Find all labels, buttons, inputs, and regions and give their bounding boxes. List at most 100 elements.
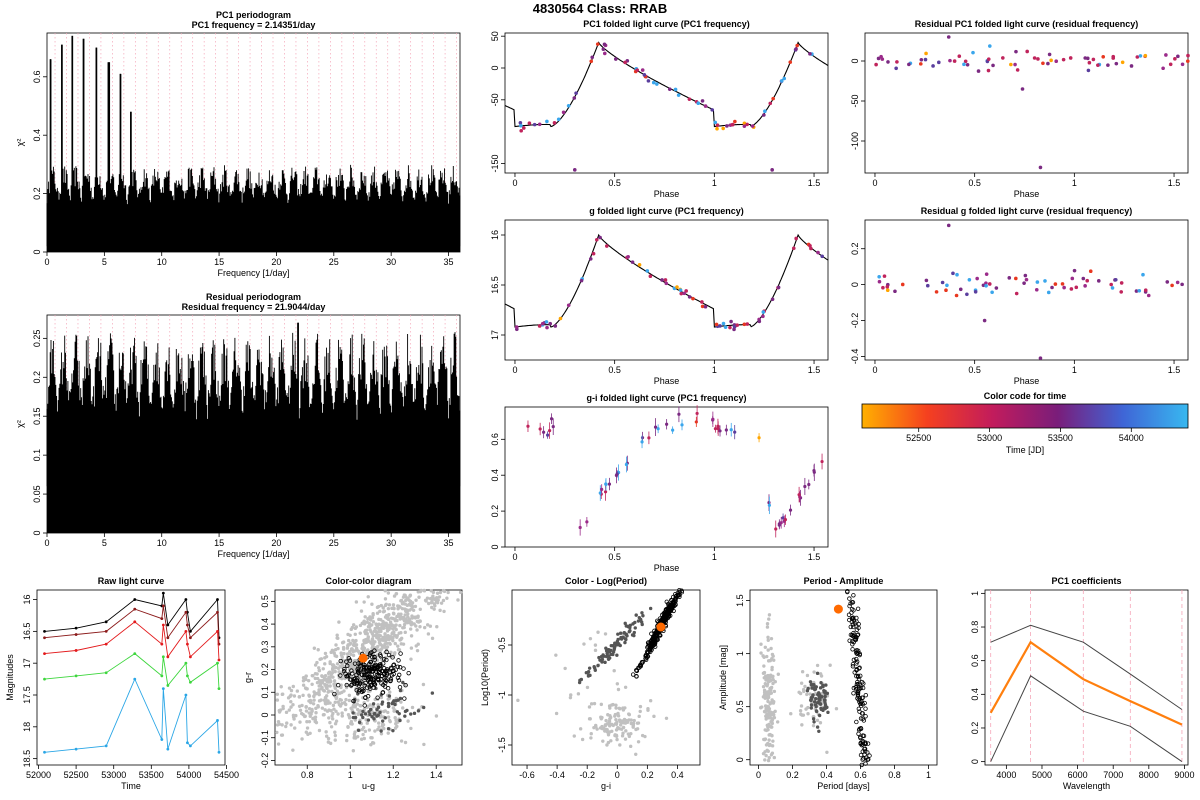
x-tick-label: 1 [712,178,717,188]
x-tick-label: 53000 [101,770,126,780]
data-point [788,60,793,64]
data-point [805,692,809,697]
data-point [373,629,378,634]
data-point [779,521,783,525]
data-point [924,51,928,56]
data-point [605,730,610,734]
data-point [703,304,708,309]
data-point [399,612,403,616]
data-point [323,682,327,687]
data-point [418,607,422,611]
data-point [291,748,295,752]
data-point [733,430,737,434]
data-point [425,623,430,627]
data-point [1175,280,1180,285]
data-point [624,729,628,733]
data-point [703,104,708,108]
series-point-r [184,610,188,614]
data-point [371,613,375,617]
data-point [729,428,733,432]
data-point [767,738,771,742]
data-point [306,678,311,683]
outlier-point [1020,87,1025,91]
data-point [601,47,606,51]
color-color-chart: 0.8 1 1.2 1.4 -0.2 -0.1 0 0.1 0.2 0.3 0.4 0.5 Color-… [243,576,463,791]
data-point [589,732,593,736]
data-point [393,667,398,672]
data-point [371,677,376,682]
data-point [695,411,699,416]
data-point [817,713,822,718]
series-point-u [104,744,108,748]
x-axis-label: Phase [654,189,680,199]
data-point [376,705,381,710]
data-point [363,729,368,734]
data-point [593,643,598,647]
data-point [376,623,380,627]
data-point [361,715,365,720]
x-tick-label: 1 [712,365,717,375]
data-point [285,721,289,725]
data-point [402,619,407,623]
pc1-periodogram-chart: 0 5 10 15 20 25 30 35 0 0.2 0.4 0.6 PC1 periodogramP… [15,10,461,278]
data-point [600,657,605,662]
data-point [732,327,736,332]
series-point-i [184,629,188,633]
data-point [582,642,586,646]
data-point [1025,49,1029,54]
data-point [323,673,328,678]
data-point [390,655,395,660]
data-point [634,752,638,756]
data-point [1146,293,1151,298]
data-point [313,676,317,681]
data-point [366,617,371,621]
data-point [713,120,718,125]
data-point [428,624,433,628]
data-point [362,600,366,604]
x-tick-label: 0.5 [608,552,621,562]
data-point [850,661,856,667]
data-point [385,626,389,630]
data-point [391,728,395,733]
data-point [886,60,890,64]
y-tick-label: 16.5 [22,623,32,641]
data-point [379,729,383,733]
x-tick-label: 54000 [176,770,201,780]
data-point [554,653,558,657]
data-point [618,631,623,635]
outlier-point [1038,165,1043,170]
data-point [765,748,769,752]
data-point [286,696,291,700]
plot-frame [864,32,1189,174]
data-point [336,712,340,716]
data-point [794,47,798,51]
data-point [789,712,793,716]
data-point [291,703,295,707]
data-point [333,738,337,742]
data-point [621,731,625,735]
data-point [965,292,969,297]
data-point [815,718,820,723]
data-point [287,686,292,690]
data-point [331,703,336,708]
data-point [607,482,612,486]
data-point [861,733,867,739]
data-point [578,525,582,530]
data-point [342,701,347,705]
data-point [800,670,805,674]
data-point [386,710,390,715]
data-point [592,665,596,669]
data-point [647,643,652,648]
data-point [851,624,856,630]
y-axis-label: g-r [243,672,253,683]
data-point [352,678,357,684]
data-point [791,246,796,251]
data-point [378,667,383,672]
data-point [750,124,755,128]
data-point [768,724,773,729]
y-tick-label: 0 [850,58,860,63]
x-tick-label: 0.6 [854,770,867,780]
data-point [1022,281,1026,285]
data-point [382,726,386,731]
